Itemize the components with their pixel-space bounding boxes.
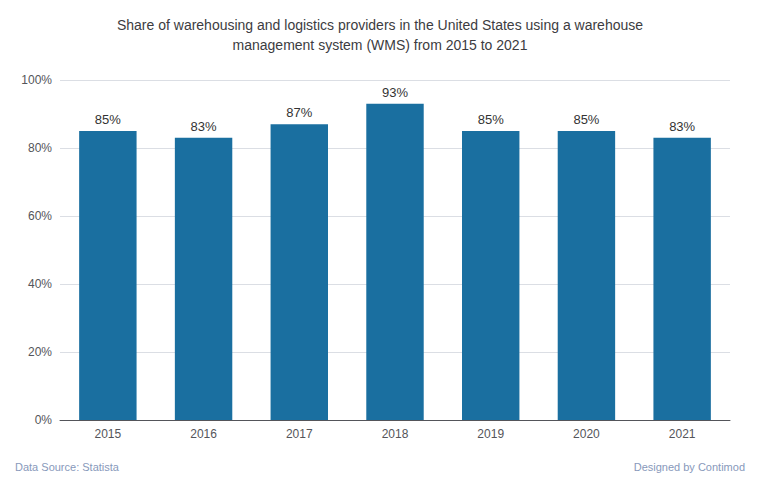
svg-text:60%: 60%	[28, 209, 52, 223]
svg-text:40%: 40%	[28, 277, 52, 291]
svg-text:20%: 20%	[28, 345, 52, 359]
svg-text:100%: 100%	[21, 73, 52, 87]
svg-text:87%: 87%	[286, 105, 312, 120]
svg-text:2021: 2021	[669, 427, 696, 441]
svg-text:2015: 2015	[95, 427, 122, 441]
svg-text:80%: 80%	[28, 141, 52, 155]
svg-text:83%: 83%	[669, 119, 695, 134]
svg-text:2020: 2020	[573, 427, 600, 441]
svg-text:85%: 85%	[95, 112, 121, 127]
svg-text:93%: 93%	[382, 85, 408, 100]
svg-text:2018: 2018	[382, 427, 409, 441]
svg-text:2017: 2017	[286, 427, 313, 441]
svg-text:83%: 83%	[191, 119, 217, 134]
svg-text:2016: 2016	[190, 427, 217, 441]
svg-text:management system (WMS) from 2: management system (WMS) from 2015 to 202…	[233, 37, 528, 53]
svg-text:2019: 2019	[477, 427, 504, 441]
svg-text:Data Source: Statista: Data Source: Statista	[15, 461, 120, 473]
svg-text:85%: 85%	[573, 112, 599, 127]
svg-text:Designed by Contimod: Designed by Contimod	[634, 461, 745, 473]
svg-text:85%: 85%	[478, 112, 504, 127]
svg-text:0%: 0%	[35, 413, 53, 427]
svg-text:Share of warehousing and logis: Share of warehousing and logistics provi…	[117, 17, 643, 33]
